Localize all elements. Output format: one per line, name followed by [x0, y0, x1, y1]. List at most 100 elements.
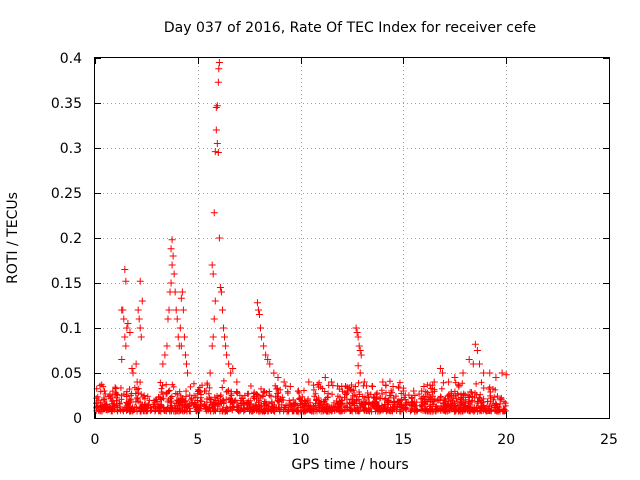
background-point: [197, 405, 204, 412]
background-point: [126, 404, 133, 411]
background-point: [355, 407, 362, 414]
background-point: [411, 392, 418, 399]
background-point: [320, 408, 327, 415]
background-point: [118, 396, 125, 403]
background-point: [159, 382, 166, 389]
background-point: [402, 392, 409, 399]
background-point: [456, 407, 463, 414]
background-point: [135, 389, 142, 396]
background-point: [274, 397, 281, 404]
background-point: [413, 408, 420, 415]
background-point: [348, 381, 355, 388]
background-point: [267, 393, 274, 400]
background-point: [245, 397, 252, 404]
background-point: [478, 379, 485, 386]
background-point: [416, 391, 423, 398]
background-point: [97, 399, 104, 406]
background-point: [459, 380, 466, 387]
background-point: [217, 392, 224, 399]
data-point: [164, 315, 172, 323]
background-point: [117, 384, 124, 391]
background-point: [417, 395, 424, 402]
data-point: [379, 378, 387, 386]
background-point: [432, 408, 439, 415]
background-point: [437, 393, 444, 400]
background-point: [369, 400, 376, 407]
data-point: [202, 387, 210, 395]
background-point: [217, 393, 224, 400]
x-tick-labels: 0 5 10 15 20 25: [91, 432, 618, 448]
background-point: [142, 401, 149, 408]
background-point: [244, 390, 251, 397]
background-point: [302, 398, 309, 405]
data-point: [168, 261, 176, 269]
background-point: [473, 380, 480, 387]
background-point: [164, 398, 171, 405]
data-point: [216, 284, 224, 291]
background-point: [274, 390, 281, 397]
data-point: [122, 277, 130, 285]
data-point: [260, 342, 268, 350]
background-point: [254, 391, 261, 398]
background-point: [352, 408, 359, 415]
data-point: [270, 369, 278, 377]
y-tick-label: 0: [73, 411, 82, 427]
background-point: [283, 402, 290, 409]
background-point: [469, 397, 476, 404]
data-point: [180, 333, 188, 341]
background-point: [362, 394, 369, 401]
background-point: [442, 395, 449, 402]
background-point: [244, 406, 251, 413]
data-point: [121, 266, 129, 273]
background-point: [455, 382, 462, 389]
background-point: [434, 405, 441, 412]
background-point: [102, 401, 109, 408]
baseline-band: [93, 377, 509, 415]
background-point: [493, 408, 500, 415]
data-point: [357, 351, 365, 359]
background-point: [150, 397, 157, 404]
background-point: [316, 407, 323, 414]
background-point: [253, 396, 260, 403]
x-tick-label: 10: [292, 432, 310, 448]
data-point: [124, 320, 132, 327]
background-point: [131, 404, 138, 411]
background-point: [467, 388, 474, 395]
data-point: [134, 306, 142, 314]
background-point: [461, 402, 468, 409]
data-point: [305, 378, 313, 386]
background-point: [319, 385, 326, 392]
background-point: [191, 399, 198, 406]
background-point: [337, 401, 344, 408]
data-point: [215, 234, 223, 242]
background-point: [269, 403, 276, 410]
background-point: [487, 392, 494, 399]
data-point: [169, 252, 177, 260]
data-point: [215, 59, 223, 66]
background-point: [285, 407, 292, 414]
background-point: [342, 404, 349, 411]
background-point: [390, 403, 397, 410]
axis-ticks: [95, 58, 610, 419]
background-point: [185, 402, 192, 409]
background-point: [229, 403, 236, 410]
background-point: [300, 408, 307, 415]
background-point: [286, 397, 293, 404]
data-point: [177, 294, 185, 302]
data-point: [356, 347, 364, 354]
data-point: [354, 362, 362, 370]
background-point: [423, 408, 430, 415]
data-point: [438, 369, 446, 377]
background-point: [198, 398, 205, 405]
background-point: [101, 397, 108, 404]
data-point: [181, 351, 189, 359]
background-point: [477, 407, 484, 414]
data-point: [161, 351, 169, 359]
background-point: [109, 408, 116, 415]
background-point: [365, 399, 372, 406]
background-point: [220, 399, 227, 406]
background-point: [389, 389, 396, 396]
background-point: [452, 379, 459, 386]
background-point: [274, 385, 281, 392]
